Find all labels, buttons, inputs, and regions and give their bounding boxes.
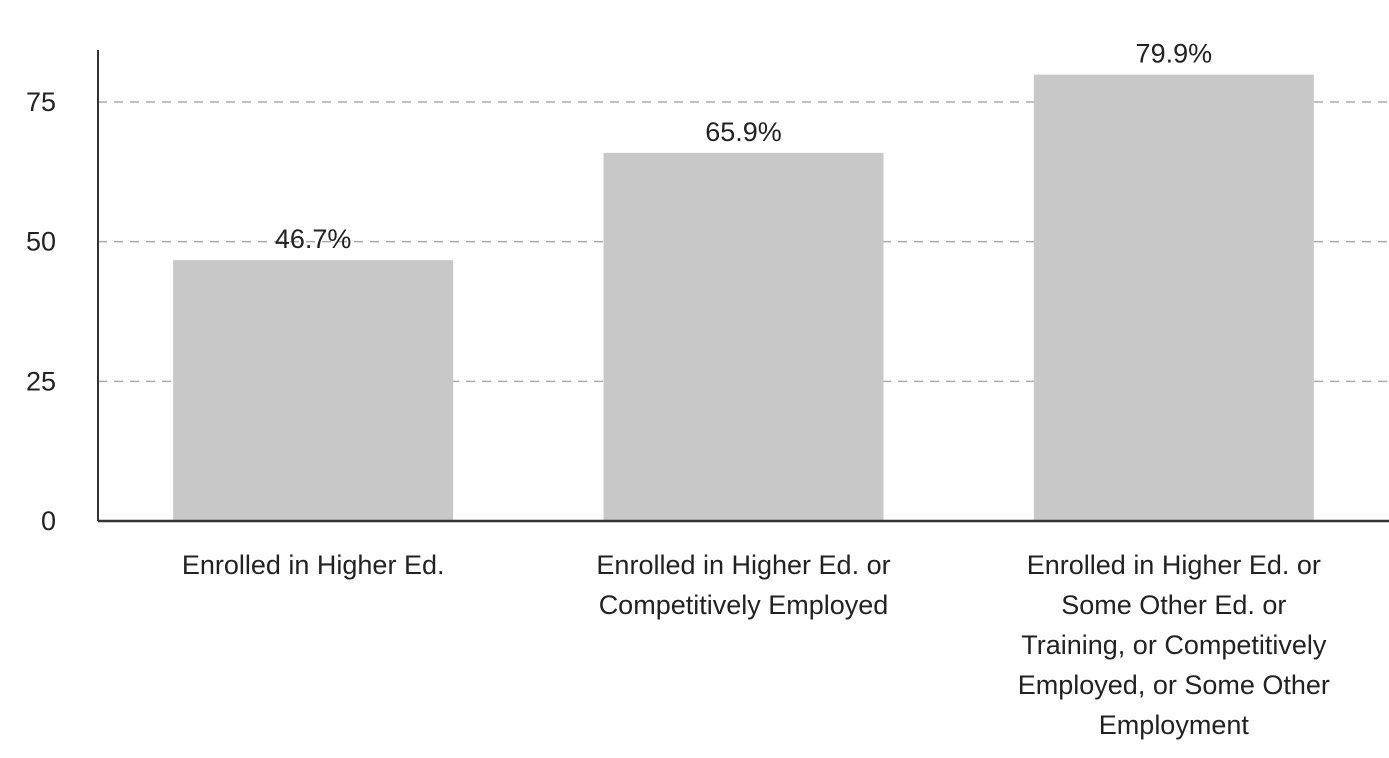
category-label: Enrolled in Higher Ed. or Some Other Ed. … xyxy=(1018,550,1330,740)
category-label: Enrolled in Higher Ed. or Competitively E… xyxy=(596,550,890,620)
category-label-line: Employed, or Some Other xyxy=(1018,670,1330,700)
y-tick-label: 75 xyxy=(26,87,56,117)
bar xyxy=(603,152,884,521)
category-label: Enrolled in Higher Ed. xyxy=(182,550,445,580)
data-label: 65.9% xyxy=(705,117,782,147)
category-label-line: Training, or Competitively xyxy=(1021,630,1327,660)
data-label: 79.9% xyxy=(1136,39,1213,69)
category-label-line: Enrolled in Higher Ed. xyxy=(182,550,445,580)
y-tick-label: 25 xyxy=(26,366,56,396)
category-label-line: Some Other Ed. or xyxy=(1061,590,1286,620)
category-label-line: Enrolled in Higher Ed. or xyxy=(1027,550,1321,580)
category-label-line: Competitively Employed xyxy=(599,590,889,620)
category-label-line: Employment xyxy=(1099,710,1250,740)
category-label-line: Enrolled in Higher Ed. or xyxy=(596,550,890,580)
data-label: 46.7% xyxy=(275,224,352,254)
y-tick-label: 0 xyxy=(41,506,56,536)
bar xyxy=(1033,74,1314,521)
bar xyxy=(173,260,454,521)
y-tick-label: 50 xyxy=(26,227,56,257)
